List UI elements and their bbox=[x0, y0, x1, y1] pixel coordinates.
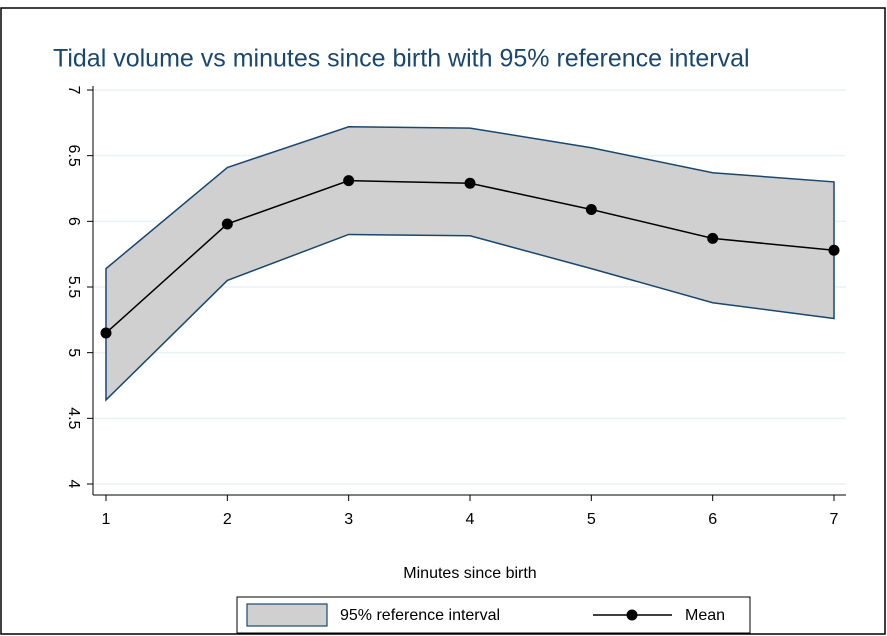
y-tick-label: 6.5 bbox=[65, 145, 82, 167]
mean-point bbox=[707, 232, 719, 244]
x-tick-label: 2 bbox=[223, 511, 232, 528]
mean-point bbox=[828, 244, 840, 256]
y-tick-label: 4.5 bbox=[65, 407, 82, 429]
x-tick-label: 6 bbox=[708, 511, 717, 528]
x-tick-label: 5 bbox=[587, 511, 596, 528]
legend-label: Mean bbox=[685, 607, 725, 624]
mean-point bbox=[343, 175, 355, 187]
x-tick-label: 1 bbox=[102, 511, 111, 528]
x-tick-label: 7 bbox=[830, 511, 839, 528]
chart-title: Tidal volume vs minutes since birth with… bbox=[53, 45, 750, 73]
x-tick-label: 4 bbox=[466, 511, 475, 528]
legend-swatch bbox=[246, 603, 328, 627]
mean-point bbox=[100, 327, 112, 339]
legend-marker bbox=[626, 609, 638, 621]
y-tick-label: 7 bbox=[65, 86, 82, 95]
y-tick-label: 5 bbox=[65, 348, 82, 357]
legend-label: 95% reference interval bbox=[340, 607, 500, 624]
mean-point bbox=[464, 177, 476, 189]
mean-point bbox=[585, 204, 597, 216]
y-tick-label: 5.5 bbox=[65, 276, 82, 298]
mean-point bbox=[221, 218, 233, 230]
y-tick-label: 6 bbox=[65, 217, 82, 226]
x-axis-label: Minutes since birth bbox=[403, 565, 536, 582]
x-tick-label: 3 bbox=[344, 511, 353, 528]
y-tick-label: 4 bbox=[65, 480, 82, 489]
reference-band bbox=[105, 126, 835, 402]
